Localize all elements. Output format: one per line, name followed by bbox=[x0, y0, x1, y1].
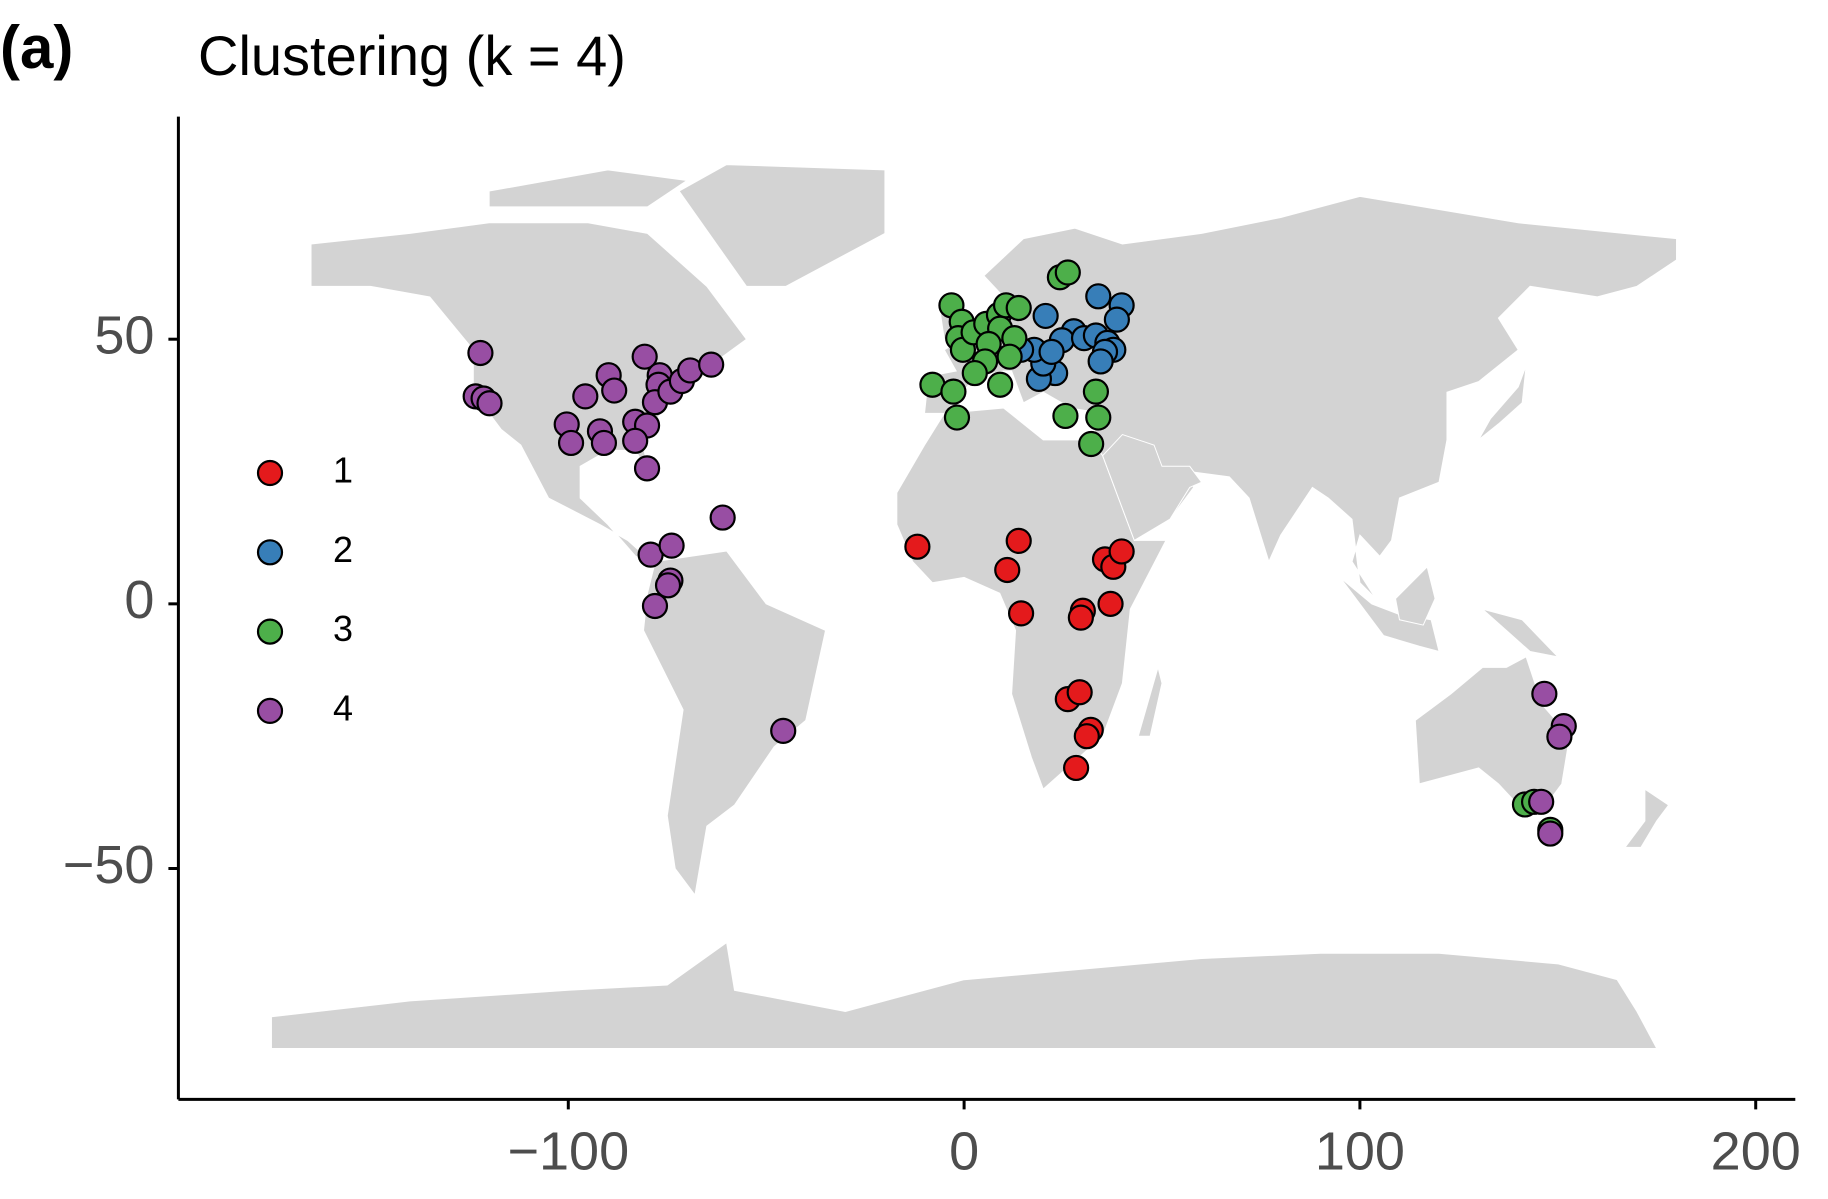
world-map bbox=[271, 165, 1676, 1049]
y-tick-label: 0 bbox=[124, 570, 154, 630]
point bbox=[654, 572, 682, 599]
borneo bbox=[1396, 567, 1436, 625]
legend-marker bbox=[256, 697, 284, 725]
point bbox=[1528, 788, 1555, 815]
greenland bbox=[679, 165, 885, 287]
point bbox=[994, 556, 1021, 584]
point bbox=[1007, 600, 1035, 627]
point bbox=[1005, 294, 1032, 322]
australia bbox=[1415, 657, 1569, 805]
point bbox=[996, 343, 1023, 370]
point bbox=[557, 429, 585, 457]
point bbox=[698, 351, 725, 378]
point bbox=[658, 532, 685, 559]
point bbox=[572, 383, 599, 410]
x-tick-label: 0 bbox=[949, 1122, 979, 1182]
point bbox=[467, 339, 494, 367]
point bbox=[601, 377, 628, 404]
point bbox=[1005, 527, 1032, 554]
point bbox=[1087, 348, 1114, 375]
x-tick-label: 100 bbox=[1315, 1122, 1405, 1182]
point bbox=[987, 371, 1014, 398]
panel-label: (a) bbox=[0, 14, 73, 81]
point bbox=[1052, 402, 1079, 430]
new-zealand bbox=[1625, 789, 1669, 847]
point bbox=[1078, 430, 1105, 458]
y-tick-label: −50 bbox=[63, 835, 155, 895]
legend-marker bbox=[256, 618, 284, 645]
legend-label: 3 bbox=[333, 608, 353, 649]
point bbox=[770, 717, 797, 744]
point bbox=[1085, 404, 1112, 431]
point bbox=[1537, 820, 1564, 847]
point bbox=[1108, 538, 1135, 565]
legend-label: 2 bbox=[333, 529, 353, 570]
point bbox=[961, 359, 988, 387]
point bbox=[633, 455, 661, 482]
point bbox=[1546, 723, 1573, 750]
point bbox=[641, 592, 669, 620]
point bbox=[1032, 302, 1059, 330]
legend-label: 4 bbox=[333, 687, 353, 728]
point bbox=[622, 427, 649, 454]
point bbox=[1066, 679, 1093, 706]
point bbox=[590, 429, 618, 457]
point bbox=[904, 533, 931, 560]
point bbox=[709, 504, 736, 531]
africa bbox=[897, 408, 1166, 789]
japan bbox=[1479, 366, 1526, 440]
legend-marker bbox=[256, 459, 284, 487]
legend-marker bbox=[256, 539, 284, 566]
point bbox=[1073, 723, 1100, 750]
point bbox=[943, 404, 971, 431]
x-tick-label: −100 bbox=[507, 1122, 629, 1182]
new-guinea bbox=[1483, 609, 1558, 657]
y-tick-label: 50 bbox=[94, 305, 154, 365]
point bbox=[1063, 754, 1090, 782]
point bbox=[476, 390, 503, 417]
point bbox=[1103, 306, 1130, 333]
indonesia bbox=[1340, 577, 1439, 651]
chart-title: Clustering (k = 4) bbox=[198, 24, 626, 87]
point bbox=[1082, 378, 1110, 405]
north-america bbox=[311, 223, 746, 562]
arabia bbox=[1103, 435, 1202, 541]
point bbox=[1097, 590, 1124, 617]
x-tick-label: 200 bbox=[1711, 1122, 1801, 1182]
legend-label: 1 bbox=[333, 450, 353, 491]
point bbox=[1038, 338, 1065, 366]
south-america bbox=[644, 551, 826, 895]
madagascar bbox=[1138, 667, 1162, 736]
point bbox=[940, 378, 967, 405]
point bbox=[1067, 604, 1094, 631]
point bbox=[1085, 283, 1112, 310]
arctic-islands bbox=[489, 170, 687, 207]
point bbox=[1054, 259, 1081, 286]
point bbox=[631, 343, 658, 370]
antarctica bbox=[271, 943, 1656, 1049]
point bbox=[1531, 680, 1558, 707]
